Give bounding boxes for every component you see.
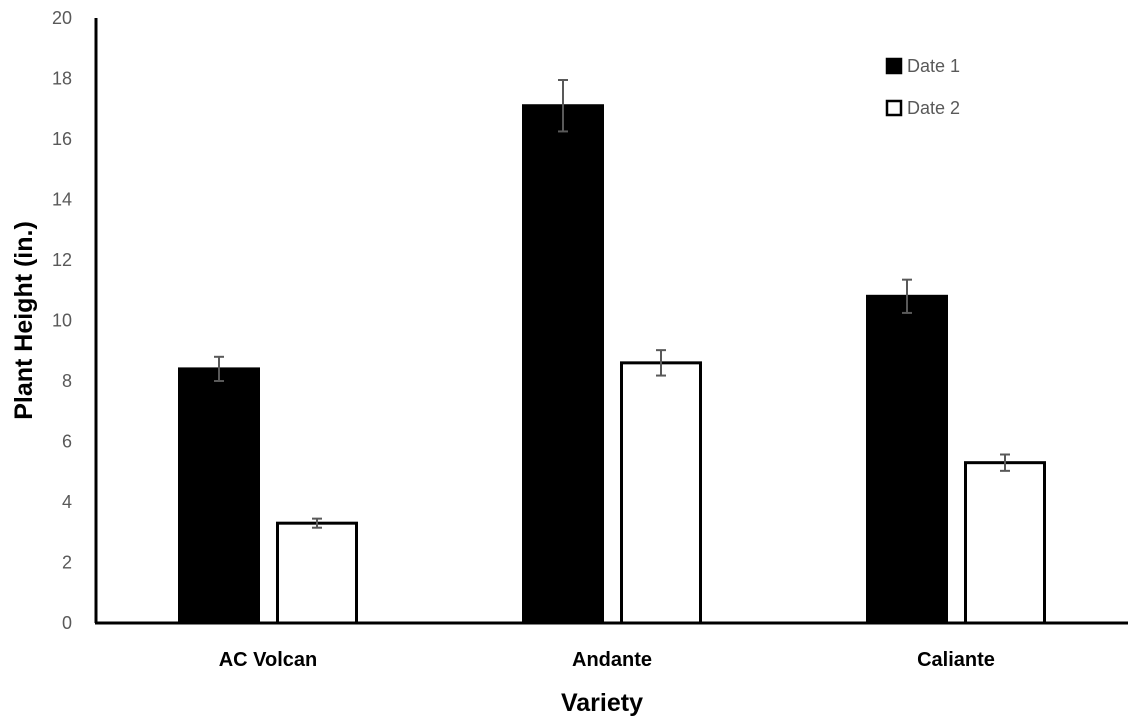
y-tick-label: 14 bbox=[52, 190, 72, 210]
x-axis-title: Variety bbox=[561, 689, 643, 717]
y-tick-label: 16 bbox=[52, 129, 72, 149]
legend-swatch bbox=[885, 57, 903, 75]
category-label: Andante bbox=[572, 649, 652, 671]
bar bbox=[178, 367, 260, 625]
y-tick-label: 8 bbox=[62, 371, 72, 391]
bar bbox=[964, 461, 1046, 625]
y-ticks: 0 2 4 6 8 10 12 14 16 18 20 bbox=[52, 8, 72, 633]
y-axis-title: Plant Height (in.) bbox=[10, 221, 38, 420]
y-tick-label: 2 bbox=[62, 553, 72, 573]
y-tick-label: 18 bbox=[52, 69, 72, 89]
y-tick-label: 12 bbox=[52, 250, 72, 270]
axes bbox=[94, 18, 1128, 625]
bar bbox=[276, 521, 358, 625]
legend-label: Date 1 bbox=[907, 56, 960, 76]
bars bbox=[178, 104, 1046, 625]
bar bbox=[522, 104, 604, 625]
bar bbox=[866, 294, 948, 625]
error-bars bbox=[214, 79, 1010, 529]
y-tick-label: 20 bbox=[52, 8, 72, 28]
y-tick-label: 10 bbox=[52, 311, 72, 331]
category-labels: AC Volcan Andante Caliante bbox=[219, 649, 995, 671]
y-tick-label: 0 bbox=[62, 613, 72, 633]
y-tick-label: 6 bbox=[62, 432, 72, 452]
y-tick-label: 4 bbox=[62, 492, 72, 512]
legend-swatch bbox=[885, 99, 903, 117]
bar bbox=[620, 361, 702, 625]
legend-label: Date 2 bbox=[907, 98, 960, 118]
legend: Date 1 Date 2 bbox=[885, 56, 960, 118]
category-label: AC Volcan bbox=[219, 649, 318, 671]
category-label: Caliante bbox=[917, 649, 995, 671]
